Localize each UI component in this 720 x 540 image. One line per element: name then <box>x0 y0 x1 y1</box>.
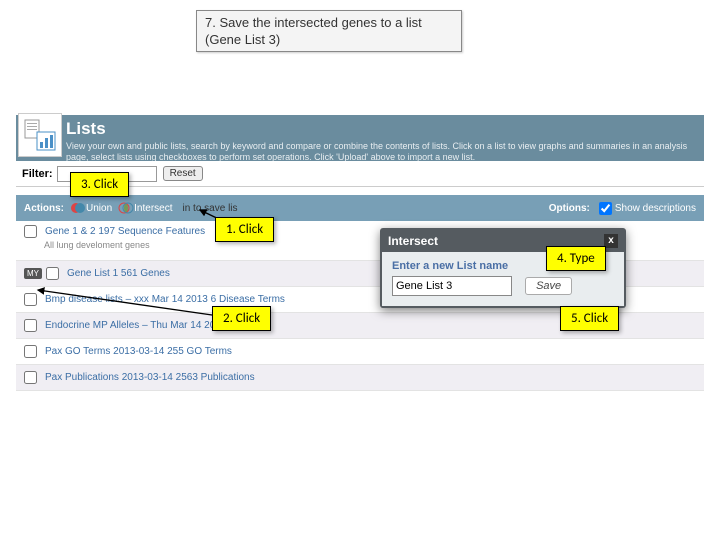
callout-5: 5. Click <box>560 306 619 331</box>
callout-1: 1. Click <box>215 217 274 242</box>
save-button[interactable]: Save <box>525 277 572 295</box>
callout-2: 2. Click <box>212 306 271 331</box>
modal-title: Intersect <box>388 234 438 248</box>
close-icon[interactable]: x <box>604 234 618 248</box>
new-list-name-input[interactable] <box>392 276 512 296</box>
callout-4: 4. Type <box>546 246 606 271</box>
callout-3: 3. Click <box>70 172 129 197</box>
